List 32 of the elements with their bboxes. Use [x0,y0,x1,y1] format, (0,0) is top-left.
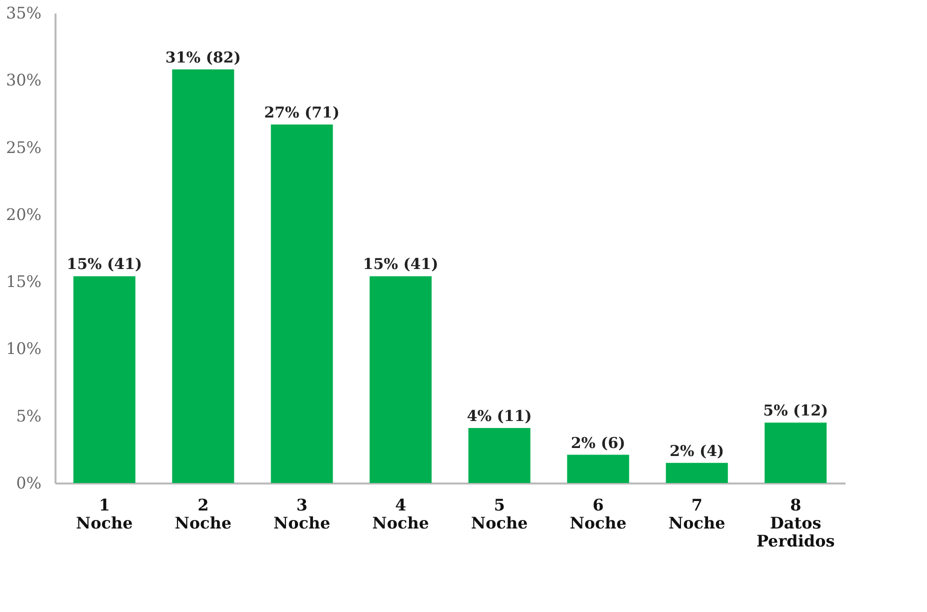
data-label: 31% (82) [165,48,241,66]
data-label: 15% (41) [66,255,142,274]
y-tick-label: 25% [6,138,42,157]
y-tick-label: 10% [6,339,42,358]
data-label: 4% (11) [466,406,532,425]
x-tick-label: 4 Noche [372,496,430,532]
bar [567,454,630,483]
y-tick-label: 35% [6,4,42,22]
bar [764,422,827,483]
x-tick-label: 2 Noche [174,496,232,532]
bar [370,276,432,483]
y-tick-label: 30% [6,70,42,90]
data-label: 2% (6) [570,434,626,452]
x-tick-label: 7 Noche [668,496,726,532]
bar [468,428,530,483]
data-label: 2% (4) [670,442,724,460]
x-tick-label: 5 Noche [470,496,528,532]
y-tick-label: 15% [6,272,42,292]
y-tick-label: 0% [16,474,42,492]
x-tick-label: 8 Datos Perdidos [756,496,835,550]
bar [73,276,136,483]
data-label: 5% (12) [763,402,828,420]
y-tick-label: 5% [16,406,42,426]
data-label: 15% (41) [362,255,438,274]
data-label: 27% (71) [264,103,340,122]
x-tick-label: 3 Noche [273,496,330,532]
bar [270,124,333,483]
x-tick-label: 1 Noche [76,496,133,532]
y-tick-label: 20% [6,204,42,224]
bar [666,462,728,483]
bar [172,69,234,483]
x-tick-label: 6 Noche [570,496,627,532]
